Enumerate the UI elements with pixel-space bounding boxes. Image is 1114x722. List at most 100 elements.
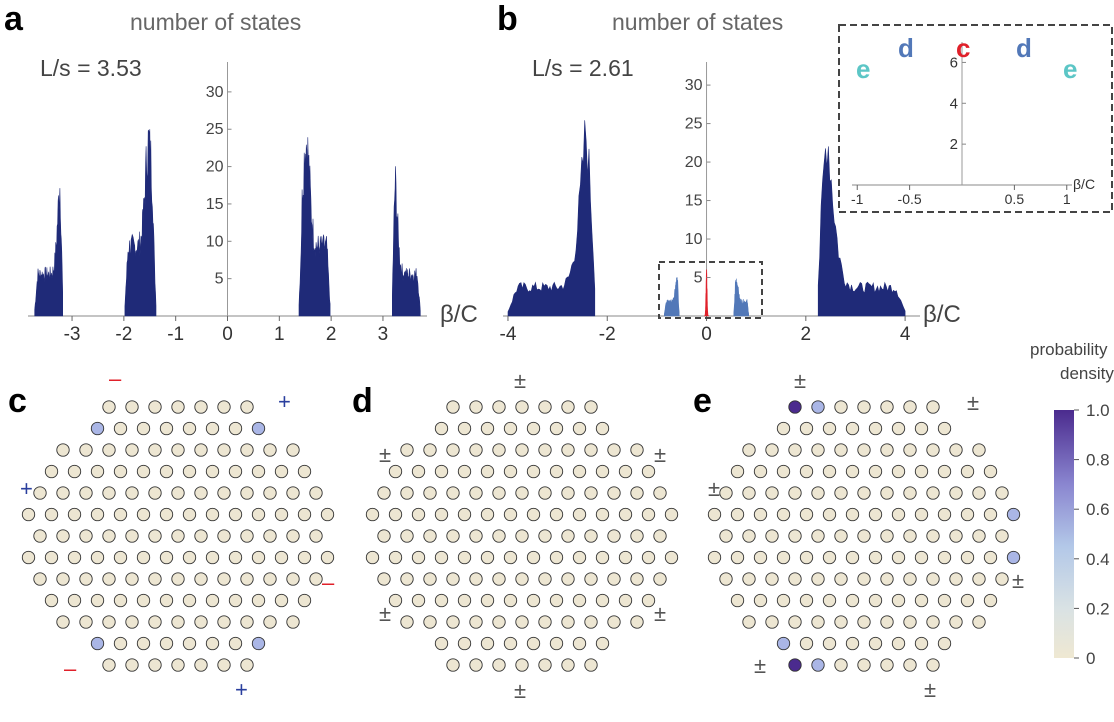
lattice-site	[377, 486, 391, 500]
lattice-site	[457, 421, 472, 436]
lattice-site	[194, 529, 208, 543]
y-tick-label-4: 25	[206, 121, 224, 138]
lattice-site	[765, 529, 779, 543]
lattice-site	[776, 636, 791, 651]
inset-letter-d-left: d	[898, 33, 914, 63]
lattice-site	[561, 443, 575, 457]
chart-a: -3 -2 -1 0 1 2 3 5 10 15 20 25 30	[28, 62, 427, 345]
y-tick-label-1: 10	[685, 231, 703, 248]
colorbar-tick-label-3: 0.4	[1086, 550, 1110, 569]
lattice-site	[148, 529, 162, 543]
lattice-site	[377, 572, 391, 586]
lattice-site	[868, 464, 883, 479]
lattice-site	[811, 400, 825, 414]
lattice-site	[44, 593, 59, 608]
lattice-site	[538, 658, 552, 672]
lattice-site	[56, 486, 70, 500]
lattice-site	[136, 593, 151, 608]
lattice-site	[641, 550, 656, 565]
lattice-site	[148, 486, 162, 500]
lattice-site	[526, 636, 541, 651]
lattice-site	[125, 529, 139, 543]
x-tick-label-2: 0.5	[1005, 191, 1025, 207]
lattice-site	[240, 658, 254, 672]
sign-pm-e1: ±	[794, 368, 806, 393]
lattice-site	[90, 507, 105, 522]
lattice-site	[263, 572, 277, 586]
lattice-site	[960, 550, 975, 565]
lattice-site	[926, 486, 940, 500]
lattice-site	[56, 443, 70, 457]
lattice-site	[903, 529, 917, 543]
lattice-site	[515, 443, 529, 457]
lattice-site	[411, 550, 426, 565]
lattice-site	[515, 486, 529, 500]
lattice-site	[834, 529, 848, 543]
lattice-site	[182, 550, 197, 565]
lattice-site	[799, 421, 814, 436]
lattice-site	[653, 486, 667, 500]
lattice-site	[788, 615, 802, 629]
lattice-site	[90, 593, 105, 608]
lattice-site	[834, 658, 848, 672]
lattice-site	[572, 550, 587, 565]
lattice-site	[538, 615, 552, 629]
lattice-site	[630, 529, 644, 543]
lattice-site	[845, 421, 860, 436]
lattice-site	[891, 550, 906, 565]
lattice-site	[584, 615, 598, 629]
lattice-site	[753, 550, 768, 565]
panel-letter-a: a	[4, 0, 24, 38]
lattice-site	[274, 550, 289, 565]
lattice-site	[891, 507, 906, 522]
lattice-site	[742, 572, 756, 586]
lattice-site	[240, 400, 254, 414]
lattice-site	[148, 400, 162, 414]
sign-minus-c2: –	[322, 570, 335, 595]
lattice-site	[926, 572, 940, 586]
lattice-site	[618, 593, 633, 608]
lattice-site	[194, 486, 208, 500]
lattice-site	[457, 636, 472, 651]
lattice-site	[44, 464, 59, 479]
lattice-site	[286, 443, 300, 457]
lattice-site	[903, 443, 917, 457]
colorbar	[1054, 410, 1074, 658]
lattice-site	[845, 464, 860, 479]
lattice-site	[995, 572, 1009, 586]
lattice-site	[217, 529, 231, 543]
colorbar-tick-label-2: 0.6	[1086, 500, 1110, 519]
lattice-site	[799, 507, 814, 522]
lattice-site	[857, 443, 871, 457]
sign-plus-c1: +	[278, 389, 291, 414]
lattice-site	[480, 421, 495, 436]
sign-pm-e2: ±	[967, 390, 979, 415]
lattice-site	[469, 443, 483, 457]
lattice-site	[799, 636, 814, 651]
lattice-site	[538, 486, 552, 500]
lattice-site	[309, 486, 323, 500]
lattice-site	[868, 593, 883, 608]
lattice-site	[194, 400, 208, 414]
lattice-site	[90, 550, 105, 565]
colorbar-tick-label-5: 0	[1086, 649, 1095, 668]
lattice-site	[880, 529, 894, 543]
lattice-site	[125, 400, 139, 414]
lattice-site	[286, 572, 300, 586]
lattice-site	[297, 550, 312, 565]
lattice-site	[102, 615, 116, 629]
lattice-site	[90, 636, 105, 651]
lattice-site	[67, 550, 82, 565]
lattice-site	[995, 486, 1009, 500]
lattice-site	[113, 636, 128, 651]
lattice-site	[469, 615, 483, 629]
lattice-site	[274, 464, 289, 479]
lattice-site	[515, 400, 529, 414]
panel-a-ls-label: L/s = 3.53	[40, 55, 142, 81]
lattice-site	[880, 486, 894, 500]
lattice-site	[171, 529, 185, 543]
sign-pm-d5: ±	[654, 601, 666, 626]
lattice-site	[423, 443, 437, 457]
lattice-site	[811, 529, 825, 543]
lattice-site	[607, 529, 621, 543]
